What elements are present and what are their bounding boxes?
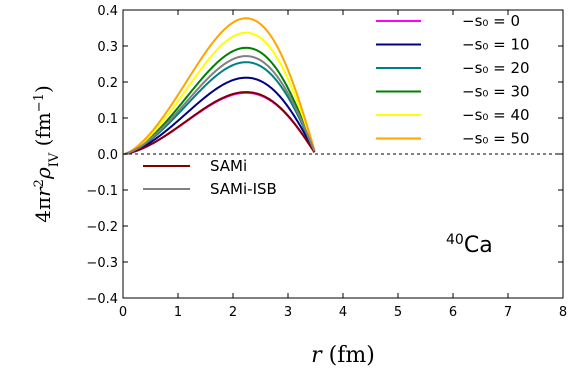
legend-label: −s₀ = 30: [462, 83, 530, 101]
x-tick-label: 5: [394, 305, 402, 320]
y-tick-label: 0.1: [97, 112, 118, 127]
legend-label: −s₀ = 0: [462, 12, 520, 30]
legend-label: −s₀ = 50: [462, 130, 530, 148]
x-axis-ticks: 0 1 2 3 4 5 6 7 8: [119, 10, 567, 320]
series-line: [123, 91, 316, 155]
series-lines: [123, 17, 316, 155]
legend-label: −s₀ = 40: [462, 106, 530, 124]
x-tick-label: 8: [559, 305, 567, 320]
legend-label: SAMi: [210, 157, 247, 175]
x-tick-label: 4: [339, 305, 347, 320]
y-tick-label: −0.4: [86, 292, 118, 307]
legend-lower: SAMi SAMi-ISB: [143, 157, 277, 198]
x-axis-label: r (fm): [311, 343, 375, 368]
series-line: [123, 55, 316, 155]
y-axis-ticks: 0.4 0.3 0.2 0.1 0.0 −0.1 −0.2 −0.3 −0.4: [86, 4, 563, 307]
x-tick-label: 3: [284, 305, 292, 320]
y-tick-label: 0.3: [97, 40, 118, 55]
series-line: [123, 46, 316, 155]
y-tick-label: 0.0: [97, 148, 118, 163]
x-tick-label: 6: [449, 305, 457, 320]
y-tick-label: −0.3: [86, 256, 118, 271]
series-line: [123, 76, 316, 155]
x-tick-label: 1: [174, 305, 182, 320]
series-line: [123, 31, 316, 155]
nucleus-label: 40Ca: [446, 232, 493, 258]
y-tick-label: −0.2: [86, 220, 118, 235]
x-tick-label: 7: [504, 305, 512, 320]
y-tick-label: 0.2: [97, 76, 118, 91]
legend-label: SAMi-ISB: [210, 180, 277, 198]
legend-label: −s₀ = 10: [462, 36, 530, 54]
x-tick-label: 0: [119, 305, 127, 320]
y-tick-label: −0.1: [86, 184, 118, 199]
legend-label: −s₀ = 20: [462, 59, 530, 77]
legend-upper: −s₀ = 0 −s₀ = 10 −s₀ = 20 −s₀ = 30 −s₀ = 40 −…: [376, 12, 530, 148]
series-line: [123, 17, 316, 155]
y-tick-label: 0.4: [97, 4, 118, 19]
x-tick-label: 2: [229, 305, 237, 320]
y-axis-label: 4πr2ρIV (fm−1): [31, 85, 62, 223]
